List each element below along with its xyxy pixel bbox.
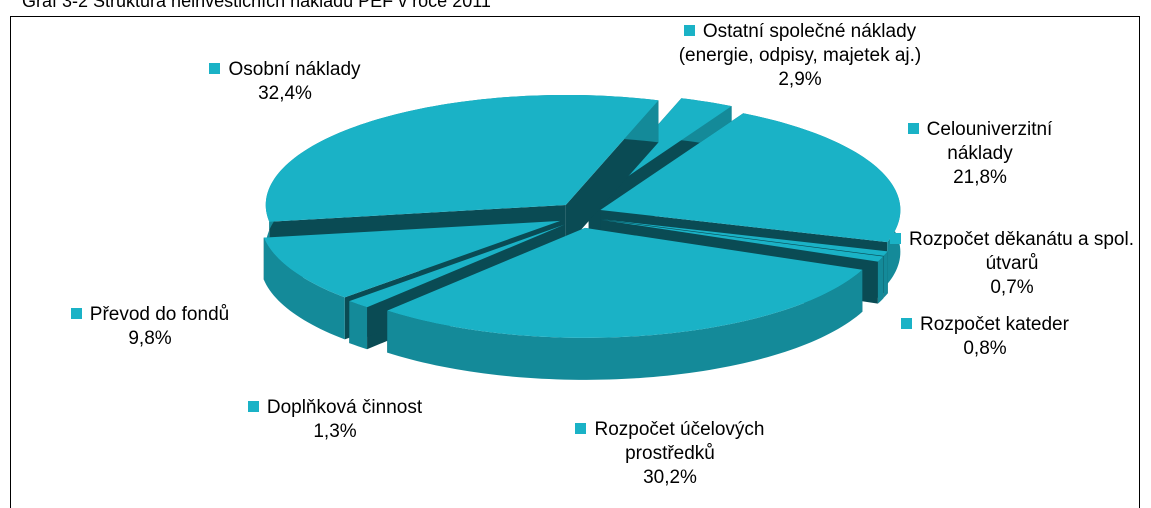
legend-swatch (575, 423, 587, 434)
category-label: Osobní náklady (228, 59, 361, 80)
value-label: 32,4% (258, 83, 312, 104)
slice (265, 94, 659, 222)
data-label: Rozpočet účelových prostředků 30,2% (530, 418, 810, 490)
slice-wall (883, 251, 888, 298)
legend-swatch (683, 25, 695, 36)
data-label: Rozpočet kateder 0,8% (875, 313, 1095, 361)
data-label: Rozpočet děkanátu a spol. útvarů 0,7% (887, 228, 1137, 300)
value-label: 0,7% (990, 277, 1034, 298)
data-label: Převod do fondů 9,8% (30, 303, 270, 351)
data-label: Doplňková činnost 1,3% (205, 396, 465, 444)
slice-wall (877, 256, 884, 304)
category-label: Převod do fondů (89, 304, 230, 325)
data-label: Ostatní společné náklady (energie, odpis… (665, 20, 935, 92)
chart-frame (10, 16, 1140, 508)
slice-wall (349, 301, 368, 350)
legend-swatch (890, 233, 901, 244)
category-label: Rozpočet kateder (920, 314, 1069, 335)
value-label: 0,8% (963, 338, 1007, 359)
slice (600, 113, 901, 243)
slice-wall (387, 269, 863, 380)
value-label: 9,8% (128, 328, 172, 349)
chart-title: Graf 3-2 Struktura neinvestičních náklad… (22, 0, 491, 11)
value-label: 1,3% (313, 421, 357, 442)
legend-swatch (901, 318, 913, 329)
slice (387, 227, 863, 338)
value-label: 2,9% (778, 69, 822, 90)
legend-swatch (247, 401, 259, 412)
category-label: Ostatní společné náklady (energie, odpis… (678, 21, 922, 66)
value-label: 30,2% (643, 467, 697, 488)
legend-swatch (907, 123, 919, 134)
slice (263, 220, 561, 298)
slice (349, 224, 565, 308)
category-label: Celouniverzitní náklady (926, 119, 1053, 164)
value-label: 21,8% (953, 167, 1007, 188)
slice-wall (263, 237, 345, 340)
slice (600, 219, 888, 256)
legend-swatch (209, 63, 221, 74)
data-label: Osobní náklady 32,4% (155, 58, 415, 106)
category-label: Rozpočet děkanátu a spol. útvarů (909, 229, 1134, 274)
category-label: Doplňková činnost (266, 397, 423, 418)
legend-swatch (70, 308, 82, 319)
slice (600, 219, 884, 262)
data-label: Celouniverzitní náklady 21,8% (880, 118, 1080, 190)
category-label: Rozpočet účelových prostředků (594, 419, 765, 464)
